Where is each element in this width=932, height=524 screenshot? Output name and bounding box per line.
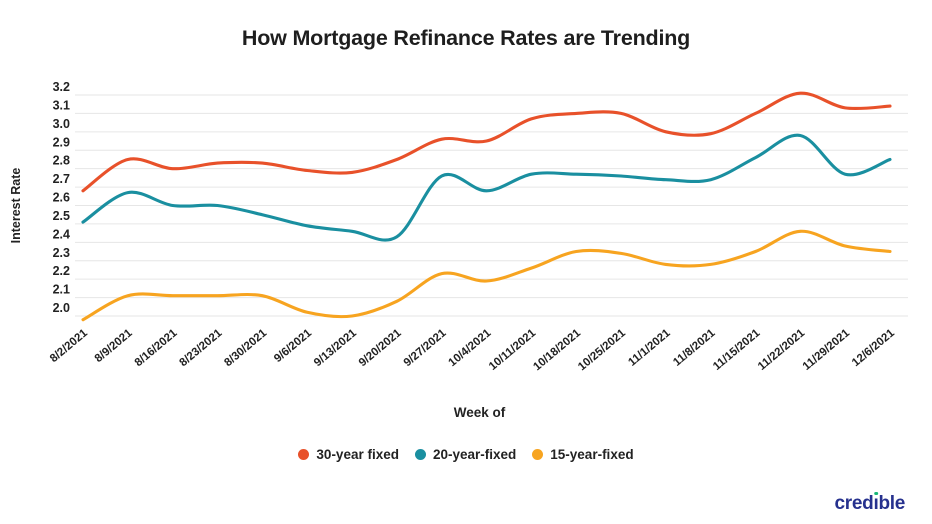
y-tick-label: 2.2 bbox=[53, 264, 70, 278]
legend-item-20-year-fixed: 20-year-fixed bbox=[414, 447, 517, 462]
x-tick-label: 11/1/2021 bbox=[626, 327, 673, 369]
y-tick-label: 2.7 bbox=[53, 172, 70, 186]
x-tick-label: 9/13/2021 bbox=[312, 327, 359, 369]
legend-item-30-year-fixed: 30-year fixed bbox=[298, 447, 399, 462]
x-tick-label: 8/2/2021 bbox=[48, 327, 90, 365]
x-tick-label: 8/16/2021 bbox=[133, 327, 180, 369]
x-tick-label: 8/30/2021 bbox=[222, 327, 269, 369]
x-tick-label: 11/22/2021 bbox=[756, 327, 808, 373]
legend-label: 30-year fixed bbox=[316, 447, 399, 462]
legend-dot-icon bbox=[414, 449, 426, 460]
x-tick-label: 11/29/2021 bbox=[801, 327, 853, 373]
credible-logo-text-2: ble bbox=[878, 493, 905, 514]
x-tick-label: 11/8/2021 bbox=[671, 327, 718, 369]
x-tick-label: 9/20/2021 bbox=[357, 327, 404, 369]
legend-label: 15-year-fixed bbox=[550, 447, 634, 462]
line-30-year-fixed bbox=[81, 91, 892, 193]
x-tick-label: 8/9/2021 bbox=[93, 327, 135, 365]
credible-logo-text-1: cred bbox=[834, 493, 874, 514]
y-tick-label: 3.0 bbox=[53, 117, 70, 131]
y-tick-label: 2.0 bbox=[53, 301, 70, 315]
line-15-year-fixed bbox=[81, 229, 892, 322]
chart-legend: 30-year fixed 20-year-fixed 15-year-fixed bbox=[0, 447, 932, 462]
y-tick-label: 2.1 bbox=[53, 283, 70, 297]
x-tick-label: 11/15/2021 bbox=[711, 327, 763, 373]
x-tick-label: 12/6/2021 bbox=[850, 327, 897, 369]
x-axis-title: Week of bbox=[454, 405, 506, 420]
y-tick-label: 2.3 bbox=[53, 246, 70, 260]
legend-item-15-year-fixed: 15-year-fixed bbox=[532, 447, 634, 462]
chart-title: How Mortgage Refinance Rates are Trendin… bbox=[241, 26, 691, 50]
y-tick-label: 3.2 bbox=[53, 80, 70, 94]
legend-dot-icon bbox=[532, 449, 544, 460]
x-tick-label: 9/27/2021 bbox=[402, 327, 449, 369]
x-tick-label: 9/6/2021 bbox=[272, 327, 314, 365]
legend-label: 20-year-fixed bbox=[432, 447, 517, 462]
x-tick-label: 8/23/2021 bbox=[178, 327, 225, 369]
legend-dot-icon bbox=[298, 449, 310, 460]
y-tick-label: 2.9 bbox=[53, 135, 70, 149]
y-axis-title: Interest Rate bbox=[9, 168, 23, 244]
credible-logo-green-dot-i: ı bbox=[873, 493, 879, 514]
y-tick-label: 3.1 bbox=[53, 98, 70, 112]
x-tick-label: 10/11/2021 bbox=[487, 327, 539, 373]
y-tick-label: 2.5 bbox=[53, 209, 70, 223]
y-tick-label: 2.8 bbox=[53, 154, 70, 168]
credible-logo: credıble bbox=[834, 493, 906, 515]
x-tick-label: 10/18/2021 bbox=[531, 327, 583, 374]
y-tick-label: 2.6 bbox=[53, 191, 70, 205]
line-20-year-fixed bbox=[81, 133, 892, 242]
x-tick-label: 10/25/2021 bbox=[576, 327, 628, 374]
y-tick-label: 2.4 bbox=[53, 227, 70, 241]
